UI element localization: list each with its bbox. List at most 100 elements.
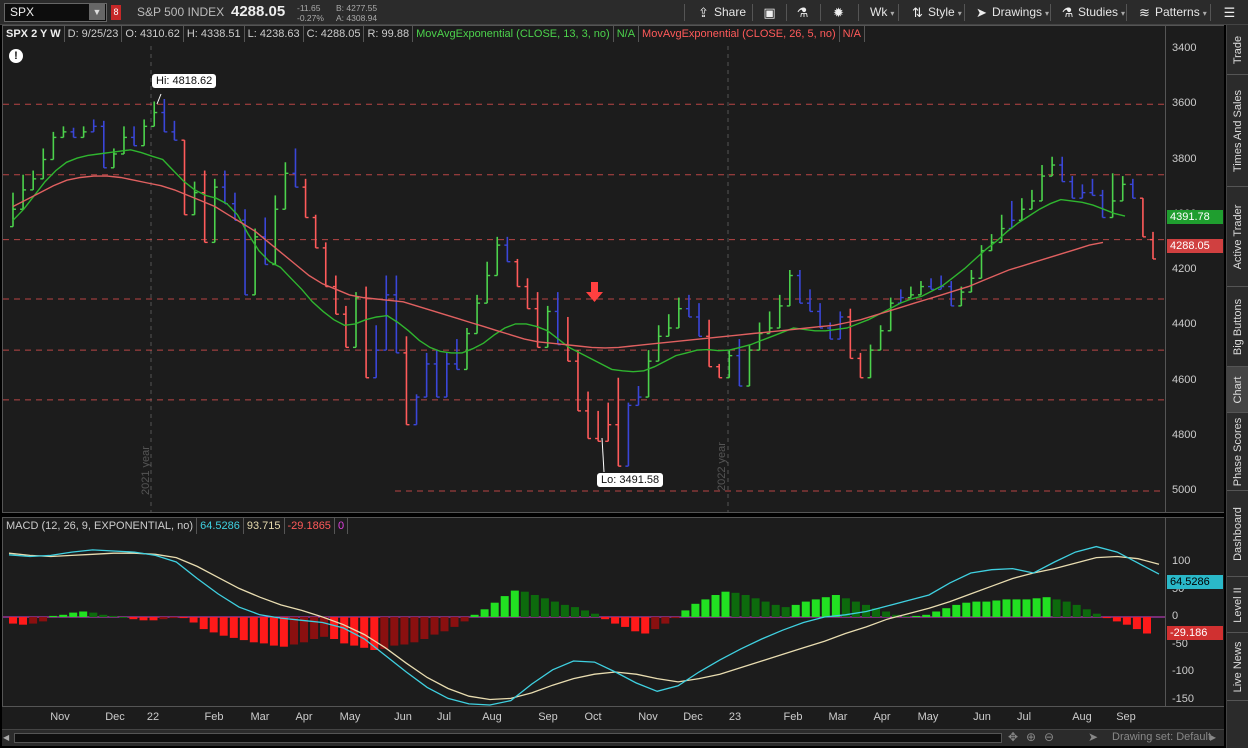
last-price-tag: 4288.05 [1167, 238, 1223, 253]
symbol-input[interactable]: SPX [4, 3, 107, 22]
macd-axis[interactable]: 100 50 0 -50 -100 -150 64.5286 -29.186 [1166, 517, 1224, 707]
pan-icon[interactable]: ✥ [1008, 730, 1019, 744]
macd-histogram-bar [370, 617, 379, 650]
macd-histogram-bar [721, 591, 730, 617]
study-ema-fast-label[interactable]: MovAvgExponential (CLOSE, 13, 3, no) [413, 26, 614, 42]
share-button[interactable]: ⇪ Share [696, 3, 746, 22]
settings-button[interactable]: ✹ [831, 3, 849, 22]
price-axis[interactable]: 5000480046004400420040003800360034004391… [1166, 25, 1224, 513]
macd-histogram-bar [410, 617, 419, 643]
side-tab-level-ii[interactable]: Level II [1227, 577, 1248, 633]
ask-price: A: 4308.94 [336, 13, 378, 23]
studies-button[interactable]: ⚗ Studies ▾ [1061, 5, 1126, 20]
macd-histogram-bar [380, 617, 389, 649]
macd-histogram-bar [99, 614, 108, 617]
zoom-in-icon[interactable]: ⊕ [1026, 730, 1037, 744]
patterns-button[interactable]: ≋ Patterns ▾ [1137, 3, 1207, 22]
macd-histogram-bar [771, 604, 780, 617]
macd-histogram-bar [300, 617, 308, 643]
side-tab-label: Chart [1231, 376, 1244, 403]
flask-button[interactable]: ⚗ [795, 3, 813, 22]
date-axis-tick: May [339, 711, 361, 723]
date-axis-tick: Jul [436, 711, 452, 723]
chart-header: SPX 2 Y W D: 9/25/23 O: 4310.62 H: 4338.51 L… [3, 26, 866, 43]
side-tab-live-news[interactable]: Live News [1227, 633, 1248, 701]
macd-histogram-bar [701, 599, 710, 617]
macd-pane[interactable] [2, 517, 1166, 707]
studies-icon: ⚗ [1061, 5, 1074, 20]
zoom-out-icon[interactable]: ⊖ [1044, 730, 1055, 744]
side-tab-big-buttons[interactable]: Big Buttons [1227, 287, 1248, 367]
side-tab-trade[interactable]: Trade [1227, 25, 1248, 75]
side-tab-active-trader[interactable]: Active Trader [1227, 187, 1248, 287]
macd-histogram-bar [1052, 599, 1061, 617]
scroll-left-icon[interactable]: ◀ [3, 733, 10, 742]
macd-histogram-bar [229, 617, 238, 638]
side-tab-chart[interactable]: Chart [1227, 367, 1248, 413]
side-tab-label: Big Buttons [1231, 298, 1244, 355]
macd-histogram-bar [882, 611, 891, 617]
date-axis-tick: 22 [146, 711, 160, 723]
date-axis-tick: Feb [204, 711, 224, 723]
date-axis-tick: Jul [1016, 711, 1032, 723]
year-marker-2021: 2021 year [140, 446, 152, 495]
macd-histogram-bar [791, 604, 800, 617]
main-toolbar: SPX ▼ 8 S&P 500 INDEX 4288.05 -11.65 -0.… [0, 0, 1248, 25]
side-tab-dashboard[interactable]: Dashboard [1227, 491, 1248, 577]
macd-histogram-bar [932, 611, 941, 617]
side-tab-times-and-sales[interactable]: Times And Sales [1227, 75, 1248, 187]
macd-histogram-bar [611, 617, 620, 624]
macd-histogram-bar [601, 617, 610, 620]
date-axis[interactable]: Nov Dec 22 Feb Mar Apr May Jun Jul Aug Sep Oct Nov De… [2, 707, 1224, 729]
scroll-track[interactable] [14, 733, 1002, 743]
study-ema-slow-label[interactable]: MovAvgExponential (CLOSE, 26, 5, no) [639, 26, 840, 42]
side-tab-label: Level II [1231, 586, 1244, 623]
price-chart-pane[interactable] [2, 25, 1166, 513]
macd-histogram-bar [1012, 599, 1021, 617]
macd-zero-value: 0 [335, 518, 349, 534]
price-chart[interactable] [3, 26, 1166, 513]
macd-histogram-bar [1102, 617, 1111, 619]
macd-avg-line [8, 552, 1160, 701]
macd-axis-tick: -150 [1172, 692, 1195, 705]
symbol-dropdown-icon[interactable]: ▼ [89, 4, 105, 20]
timeframe-button[interactable]: Wk ▾ [870, 5, 895, 19]
macd-histogram-bar [1112, 617, 1121, 622]
ema-fast-tag: 4391.78 [1167, 210, 1223, 225]
drawing-set-label[interactable]: Drawing set: Default [1112, 731, 1212, 743]
date-axis-tick: Apr [295, 711, 313, 723]
macd-chart[interactable] [3, 518, 1166, 707]
macd-histogram-bar [79, 611, 88, 617]
macd-study-label[interactable]: MACD (12, 26, 9, EXPONENTIAL, no) [3, 518, 198, 534]
toolbar-separator [786, 4, 787, 21]
price-axis-tick: 3400 [1172, 42, 1197, 54]
toolbar-separator [858, 4, 859, 21]
chart-period[interactable]: SPX 2 Y W [3, 26, 65, 42]
alert-icon[interactable]: ! [9, 49, 23, 63]
drawings-button[interactable]: ➤ Drawings ▾ [974, 3, 1049, 22]
macd-histogram-bar [390, 617, 399, 646]
net-change: -11.65 [297, 3, 321, 13]
chevron-down-icon: ▾ [1202, 9, 1207, 18]
snapshot-button[interactable]: ▣ [762, 3, 780, 22]
macd-histogram-bar [982, 601, 991, 617]
macd-histogram-bar [671, 617, 680, 619]
toolbar-separator [898, 4, 899, 21]
cursor-icon: ➤ [976, 5, 987, 20]
chart-scrollbar[interactable]: ◀ ✥ ⊕ ⊖ ➤ Drawing set: Default ▸ [2, 729, 1224, 746]
symbol-flag-badge[interactable]: 8 [111, 5, 121, 20]
side-tab-phase-scores[interactable]: Phase Scores [1227, 413, 1248, 491]
date-axis-tick: Nov [638, 711, 658, 723]
style-button[interactable]: ⇅ Style ▾ [910, 3, 962, 22]
scroll-right-icon[interactable]: ▸ [1210, 730, 1217, 744]
macd-histogram-bar [490, 602, 499, 617]
toolbar-separator [752, 4, 753, 21]
price-axis-tick: 4600 [1172, 373, 1197, 386]
macd-value: 64.5286 [197, 518, 244, 534]
menu-button[interactable]: ☰ [1222, 3, 1240, 22]
macd-histogram-bar [892, 614, 901, 617]
cursor-icon[interactable]: ➤ [1088, 730, 1099, 744]
macd-avg-value: 93.715 [244, 518, 285, 534]
macd-histogram-bar [279, 617, 288, 647]
toolbar-separator [1126, 4, 1127, 21]
